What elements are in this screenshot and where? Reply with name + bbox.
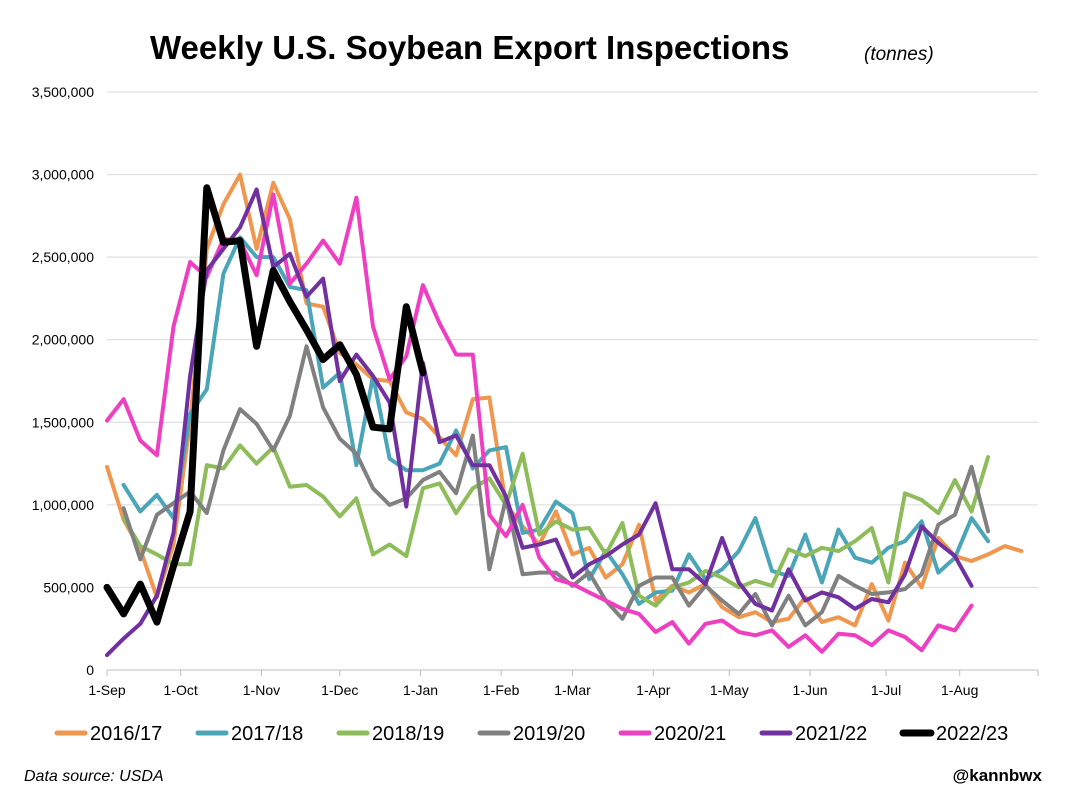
y-tick-label: 2,000,000 <box>32 332 94 348</box>
axes: 0 500,000 1,000,000 1,500,000 2,000,000 2,500… <box>32 84 1039 698</box>
legend-label: 2016/17 <box>90 723 162 745</box>
y-tick-label: 3,000,000 <box>32 167 94 183</box>
x-tick-label: 1-Jan <box>403 682 438 698</box>
x-tick-label: 1-Sep <box>88 682 126 698</box>
legend-label: 2021/22 <box>795 723 867 745</box>
chart-title: Weekly U.S. Soybean Export Inspections <box>150 29 789 66</box>
series-line-2020-21 <box>105 192 974 654</box>
legend-item-2016-17: 2016/17 <box>54 723 162 745</box>
x-tick-label: 1-Aug <box>941 682 978 698</box>
x-tick-label: 1-Oct <box>164 682 198 698</box>
series-line-2018-19 <box>121 443 991 608</box>
legend-label: 2018/19 <box>372 723 444 745</box>
legend-item-2021-22: 2021/22 <box>759 723 867 745</box>
y-tick-label: 1,500,000 <box>32 414 94 430</box>
legend-item-2020-21: 2020/21 <box>618 723 726 745</box>
y-tick-label: 3,500,000 <box>32 84 94 100</box>
series-line-2019-20 <box>121 344 991 628</box>
legend-item-2018-19: 2018/19 <box>336 723 444 745</box>
x-tick-label: 1-Jul <box>871 682 901 698</box>
x-tick-label: 1-May <box>710 682 749 698</box>
y-tick-label: 500,000 <box>43 579 94 595</box>
series-line-2021-22 <box>105 187 974 658</box>
series-line-2017-18 <box>121 235 991 606</box>
y-tick-label: 1,000,000 <box>32 497 94 513</box>
x-tick-label: 1-Apr <box>636 682 671 698</box>
legend-item-2022-23: 2022/23 <box>899 723 1008 745</box>
legend-item-2019-20: 2019/20 <box>477 723 585 745</box>
legend-label: 2019/20 <box>513 723 585 745</box>
x-tick-label: 1-Dec <box>321 682 358 698</box>
legend-label: 2020/21 <box>654 723 726 745</box>
x-tick-label: 1-Mar <box>554 682 591 698</box>
series-lines <box>103 172 1024 658</box>
legend-item-2017-18: 2017/18 <box>195 723 303 745</box>
series-line-2022-23 <box>103 184 427 626</box>
x-tick-label: 1-Jun <box>793 682 828 698</box>
author-handle: @kannbwx <box>953 766 1043 785</box>
chart-subtitle: (tonnes) <box>864 44 934 65</box>
y-tick-label: 0 <box>86 662 94 678</box>
data-source-note: Data source: USDA <box>24 768 164 785</box>
legend-label: 2022/23 <box>936 723 1008 745</box>
x-tick-label: 1-Feb <box>483 682 520 698</box>
legend: 2016/17 2017/18 2018/19 2019/20 2020/21 2021/… <box>54 723 1008 745</box>
x-tick-label: 1-Nov <box>243 682 280 698</box>
y-tick-label: 2,500,000 <box>32 249 94 265</box>
legend-label: 2017/18 <box>231 723 303 745</box>
